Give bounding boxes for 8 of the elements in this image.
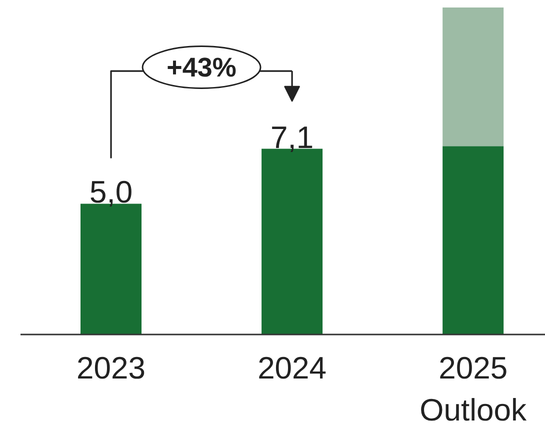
- x-tick-label: 2025 Outlook: [420, 350, 528, 428]
- bar: [442, 8, 504, 146]
- x-tick-label: 2024: [258, 350, 327, 386]
- x-tick-label: 2023: [76, 350, 146, 386]
- bar: [442, 146, 504, 334]
- data-label: 7,1: [270, 120, 314, 155]
- data-label: 5,0: [89, 174, 133, 210]
- annotation: +43%: [166, 52, 236, 82]
